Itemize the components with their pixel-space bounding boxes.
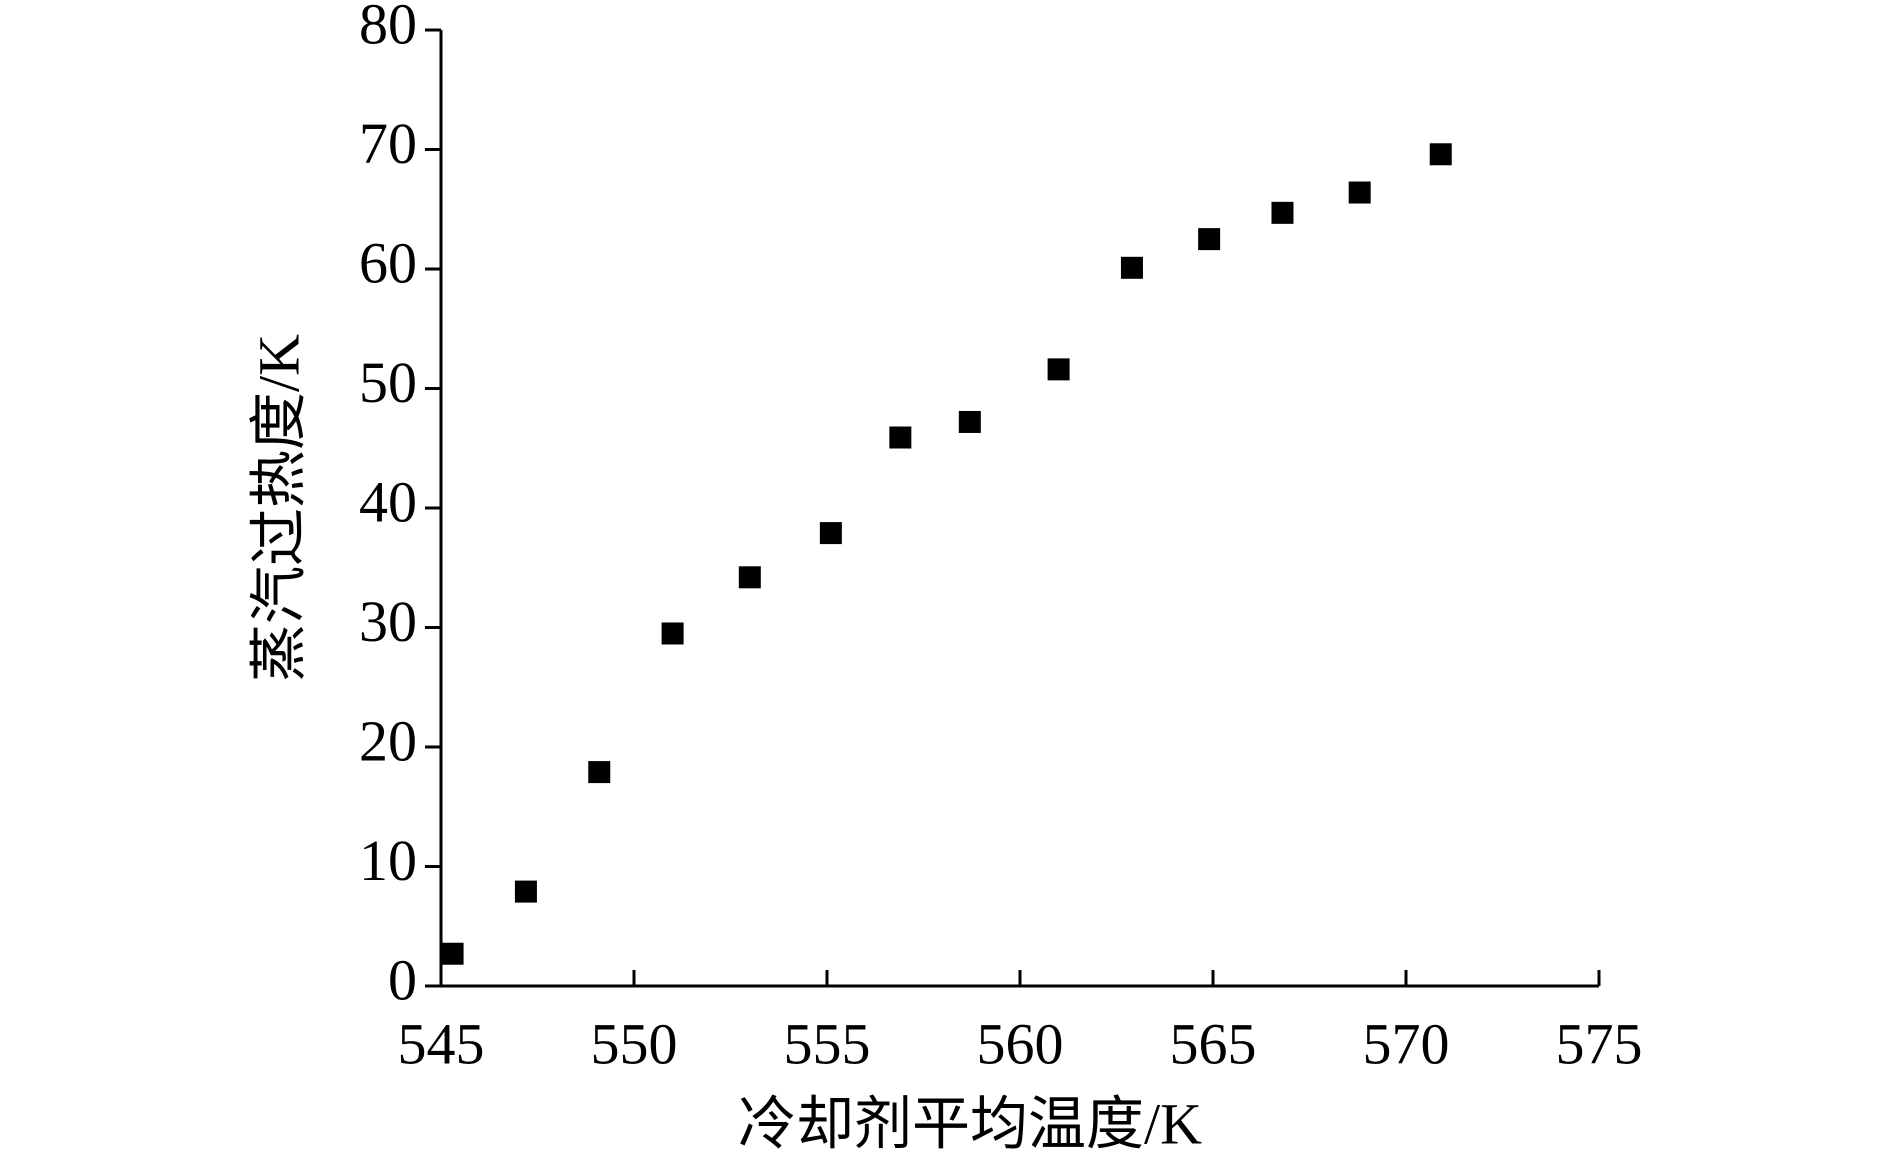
- point: [1198, 228, 1221, 251]
- point: [889, 426, 912, 449]
- x-tick-label: 560: [977, 1011, 1064, 1076]
- point: [661, 622, 684, 645]
- x-tick-label: 570: [1363, 1011, 1450, 1076]
- point: [1271, 201, 1294, 224]
- point: [514, 880, 537, 903]
- y-tick-label: 40: [359, 469, 417, 534]
- point: [819, 522, 842, 545]
- point: [588, 761, 611, 784]
- y-tick-label: 60: [359, 230, 417, 295]
- point: [1429, 143, 1452, 166]
- x-tick-label: 555: [784, 1011, 871, 1076]
- point: [1348, 181, 1371, 204]
- point: [441, 942, 464, 965]
- y-axis-label: 蒸汽过热度/K: [246, 334, 311, 682]
- point: [958, 410, 981, 433]
- y-tick-label: 30: [359, 589, 417, 654]
- x-tick-label: 575: [1556, 1011, 1643, 1076]
- y-tick-label: 0: [388, 947, 417, 1012]
- y-tick-label: 10: [359, 828, 417, 893]
- y-tick-label: 20: [359, 708, 417, 773]
- point: [1047, 358, 1070, 381]
- point: [738, 566, 761, 589]
- x-tick-label: 550: [591, 1011, 678, 1076]
- y-tick-label: 80: [359, 0, 417, 56]
- point: [1120, 256, 1143, 279]
- y-tick-label: 50: [359, 350, 417, 415]
- x-tick-label: 545: [398, 1011, 485, 1076]
- x-tick-label: 565: [1170, 1011, 1257, 1076]
- x-axis-label: 冷却剂平均温度/K: [738, 1091, 1202, 1156]
- y-tick-label: 70: [359, 111, 417, 176]
